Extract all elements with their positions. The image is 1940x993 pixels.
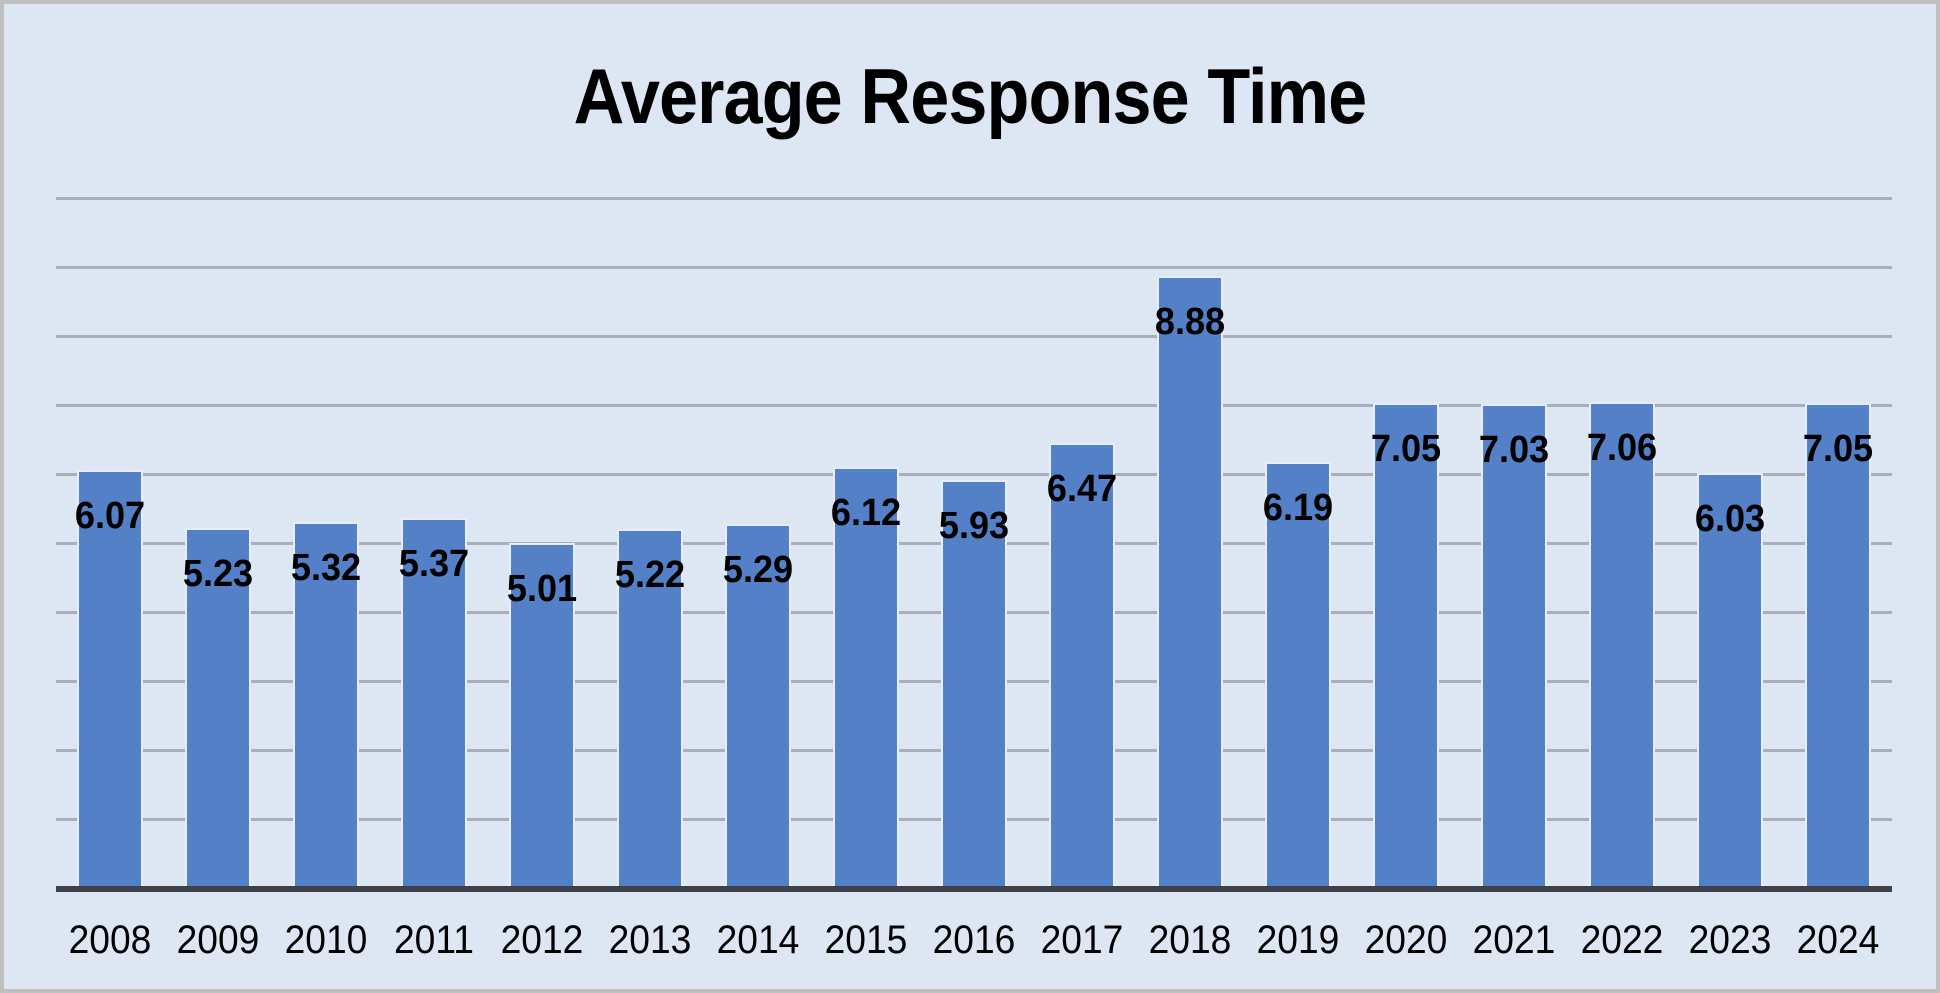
bar-slot-2016: 5.93 [920, 199, 1028, 889]
data-label-2008: 6.07 [74, 495, 146, 538]
x-axis-label-2014: 2014 [716, 918, 800, 962]
bar-slot-2022: 7.06 [1568, 199, 1676, 889]
plot-area: 6.07 5.23 5.32 5.37 5.01 5.22 5.29 6.12 5.93 6.47… [56, 197, 1892, 962]
data-label-2022: 7.06 [1586, 426, 1658, 469]
gridline-10 [56, 197, 1892, 200]
x-axis-label-2018: 2018 [1148, 918, 1232, 962]
gridline-6 [56, 473, 1892, 476]
bar-2016 [941, 479, 1007, 889]
data-label-2018: 8.88 [1154, 301, 1226, 344]
bar-slot-2009: 5.23 [164, 199, 272, 889]
x-axis-label-2020: 2020 [1364, 918, 1448, 962]
x-axis-label-2010: 2010 [284, 918, 368, 962]
bar-slot-2021: 7.03 [1460, 199, 1568, 889]
bar-slot-2015: 6.12 [812, 199, 920, 889]
bar-slot-2014: 5.29 [704, 199, 812, 889]
bar-slot-2013: 5.22 [596, 199, 704, 889]
gridline-8 [56, 335, 1892, 338]
gridline-7 [56, 404, 1892, 407]
data-label-2011: 5.37 [398, 543, 470, 586]
bar-2014 [725, 524, 791, 889]
bar-2018 [1157, 276, 1223, 889]
bar-slot-2010: 5.32 [272, 199, 380, 889]
data-label-2009: 5.23 [182, 553, 254, 596]
bar-2024 [1805, 402, 1871, 889]
x-axis-label-2021: 2021 [1472, 918, 1556, 962]
bar-2010 [293, 521, 359, 889]
bar-2008 [77, 470, 143, 889]
x-axis-label-2016: 2016 [932, 918, 1016, 962]
bar-slot-2012: 5.01 [488, 199, 596, 889]
bar-2022 [1589, 401, 1655, 889]
gridline-9 [56, 266, 1892, 269]
x-axis-line [56, 886, 1892, 892]
bar-2019 [1265, 461, 1331, 889]
bar-slot-2011: 5.37 [380, 199, 488, 889]
x-axis-label-2012: 2012 [500, 918, 584, 962]
data-label-2013: 5.22 [614, 553, 686, 596]
bar-2023 [1697, 472, 1763, 889]
bar-2015 [833, 466, 899, 889]
bar-slot-2019: 6.19 [1244, 199, 1352, 889]
bar-2013 [617, 528, 683, 889]
bar-slot-2024: 7.05 [1784, 199, 1892, 889]
bar-slot-2017: 6.47 [1028, 199, 1136, 889]
chart-title: Average Response Time [573, 52, 1368, 140]
data-label-2012: 5.01 [506, 568, 578, 611]
bar-2009 [185, 528, 251, 889]
bar-2021 [1481, 403, 1547, 889]
data-label-2010: 5.32 [290, 546, 362, 589]
data-label-2016: 5.93 [938, 504, 1010, 547]
x-axis-label-2011: 2011 [393, 918, 474, 962]
bar-slot-2018: 8.88 [1136, 199, 1244, 889]
x-axis-label-2024: 2024 [1796, 918, 1880, 962]
data-label-2021: 7.03 [1478, 428, 1550, 471]
data-label-2015: 6.12 [830, 491, 902, 534]
bar-2011 [401, 518, 467, 889]
x-axis-label-2009: 2009 [176, 918, 260, 962]
bar-slot-2020: 7.05 [1352, 199, 1460, 889]
x-axis-label-2015: 2015 [824, 918, 908, 962]
bar-2020 [1373, 402, 1439, 889]
x-axis-label-2023: 2023 [1688, 918, 1772, 962]
data-label-2014: 5.29 [722, 548, 794, 591]
x-axis-label-2013: 2013 [608, 918, 692, 962]
bar-2012 [509, 543, 575, 889]
x-axis-label-2019: 2019 [1256, 918, 1340, 962]
data-label-2019: 6.19 [1262, 486, 1334, 529]
data-label-2024: 7.05 [1802, 427, 1874, 470]
bar-slot-2008: 6.07 [56, 199, 164, 889]
x-axis-label-2017: 2017 [1040, 918, 1124, 962]
x-axis-label-2008: 2008 [68, 918, 152, 962]
data-label-2020: 7.05 [1370, 427, 1442, 470]
data-label-2017: 6.47 [1046, 467, 1118, 510]
bar-2017 [1049, 442, 1115, 889]
x-axis-label-2022: 2022 [1580, 918, 1664, 962]
data-label-2023: 6.03 [1694, 497, 1766, 540]
bar-slot-2023: 6.03 [1676, 199, 1784, 889]
